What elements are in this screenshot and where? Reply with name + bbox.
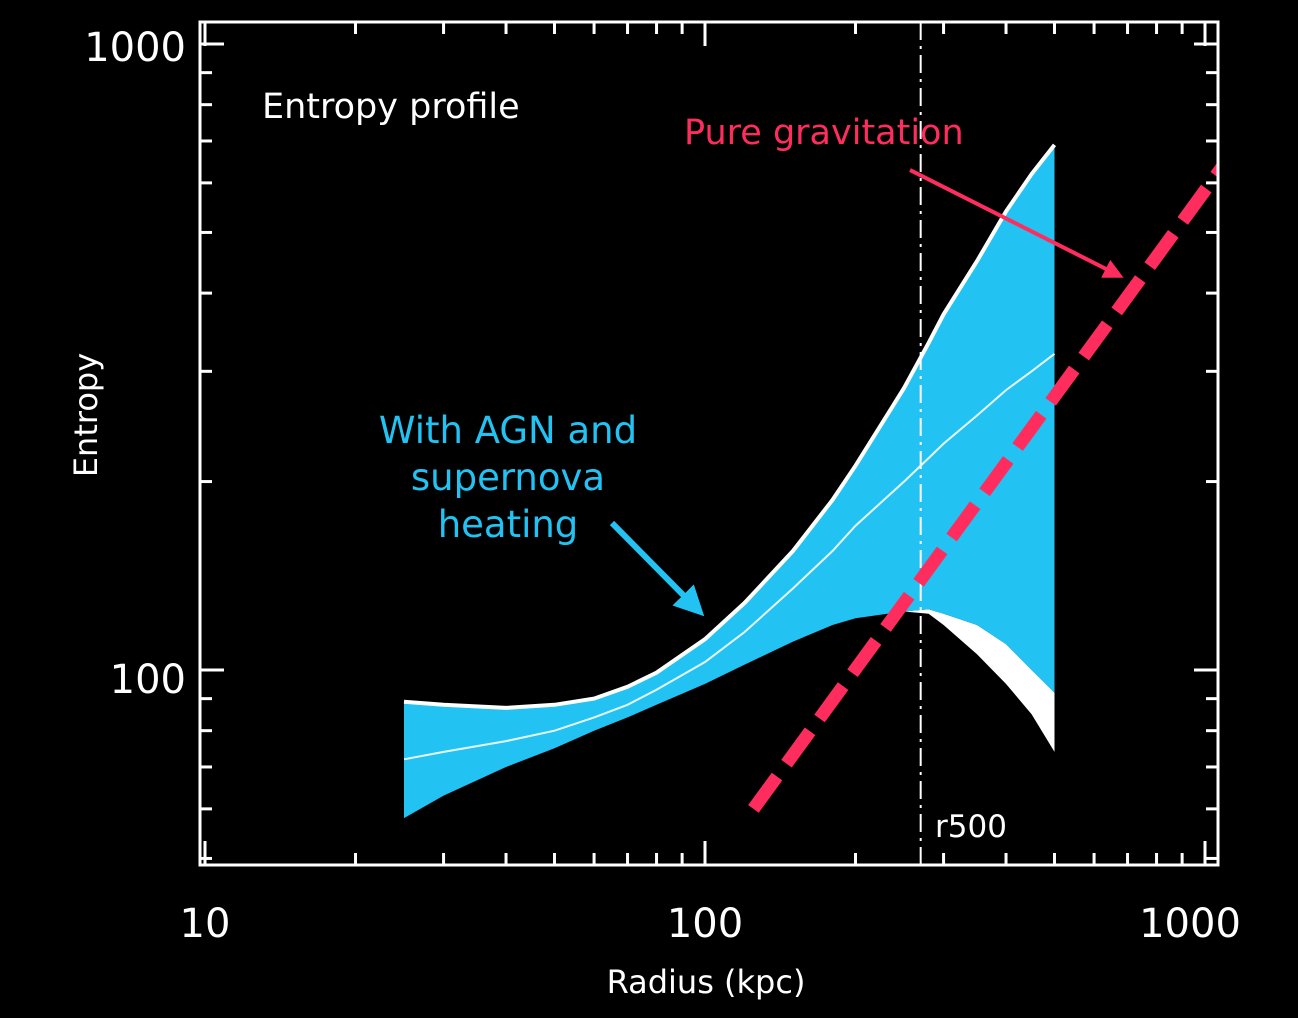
x-axis-ticks bbox=[203, 22, 1207, 865]
band-median-line bbox=[403, 353, 1056, 761]
agn-annotation-line-2: supernova bbox=[411, 456, 605, 499]
y-tick-label-1000: 1000 bbox=[84, 25, 186, 71]
plot-area bbox=[403, 22, 1218, 865]
entropy-band bbox=[404, 144, 1055, 819]
x-tick-label-1000: 1000 bbox=[1139, 901, 1241, 947]
agn-annotation-line-1: With AGN and bbox=[379, 409, 637, 452]
y-axis-ticks bbox=[200, 42, 1218, 860]
plot-frame bbox=[198, 20, 1220, 867]
x-axis-title: Radius (kpc) bbox=[607, 963, 806, 1001]
agn-annotation-line-3: heating bbox=[438, 503, 579, 546]
y-axis-title: Entropy bbox=[67, 353, 105, 477]
x-tick-label-100: 100 bbox=[667, 901, 743, 947]
gravity-annotation-arrow bbox=[909, 168, 1124, 278]
x-tick-label-10: 10 bbox=[180, 901, 231, 947]
chart-title: Entropy profile bbox=[262, 87, 520, 127]
pure-gravitation-line bbox=[748, 161, 1218, 813]
y-tick-label-100: 100 bbox=[110, 657, 186, 703]
gravity-annotation: Pure gravitation bbox=[684, 113, 964, 153]
band-upper-edge bbox=[403, 143, 1057, 710]
r500-label: r500 bbox=[935, 809, 1007, 845]
agn-annotation-arrow bbox=[609, 520, 705, 617]
